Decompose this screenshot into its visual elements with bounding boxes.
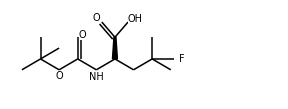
Polygon shape (112, 37, 118, 59)
Text: O: O (92, 13, 100, 23)
Text: O: O (55, 71, 63, 81)
Text: OH: OH (128, 14, 143, 24)
Text: NH: NH (89, 72, 104, 82)
Text: O: O (79, 30, 86, 40)
Text: F: F (179, 54, 185, 64)
